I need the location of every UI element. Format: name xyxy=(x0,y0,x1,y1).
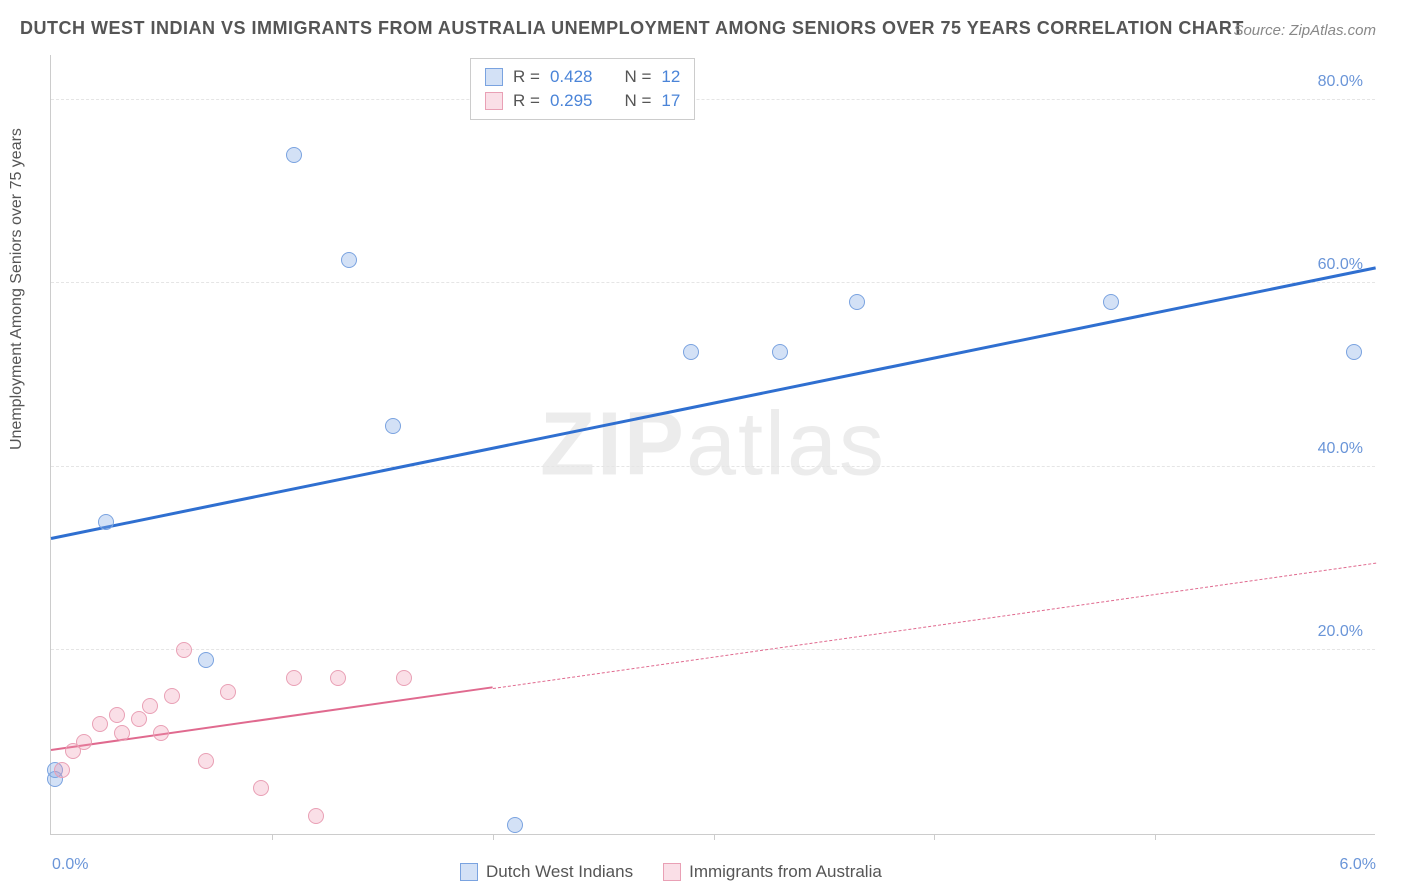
correlation-legend: R = 0.428 N = 12 R = 0.295 N = 17 xyxy=(470,58,695,120)
y-axis-label: Unemployment Among Seniors over 75 years xyxy=(8,128,26,450)
data-point xyxy=(772,344,788,360)
x-tick-label-min: 0.0% xyxy=(52,856,88,874)
data-point xyxy=(286,147,302,163)
y-tick-label: 40.0% xyxy=(1318,440,1363,458)
data-point xyxy=(1103,294,1119,310)
trend-line xyxy=(493,562,1376,688)
data-point xyxy=(114,725,130,741)
legend-row: R = 0.428 N = 12 xyxy=(485,65,680,89)
data-point xyxy=(341,252,357,268)
watermark: ZIPatlas xyxy=(540,393,886,496)
r-value: 0.295 xyxy=(550,91,593,111)
x-tick xyxy=(714,834,715,840)
data-point xyxy=(54,762,70,778)
gridline-h xyxy=(51,466,1375,467)
data-point xyxy=(220,684,236,700)
series-name: Immigrants from Australia xyxy=(689,862,882,882)
data-point xyxy=(164,688,180,704)
data-point xyxy=(198,652,214,668)
data-point xyxy=(176,642,192,658)
series-legend-item: Immigrants from Australia xyxy=(663,862,882,882)
plot-area: ZIPatlas 20.0%40.0%60.0%80.0% xyxy=(50,55,1375,835)
data-point xyxy=(253,780,269,796)
r-label: R = xyxy=(513,67,540,87)
n-value: 12 xyxy=(661,67,680,87)
watermark-bold: ZIP xyxy=(540,394,686,494)
legend-swatch xyxy=(460,863,478,881)
data-point xyxy=(153,725,169,741)
x-tick xyxy=(272,834,273,840)
r-value: 0.428 xyxy=(550,67,593,87)
x-tick xyxy=(934,834,935,840)
series-legend-item: Dutch West Indians xyxy=(460,862,633,882)
gridline-h xyxy=(51,282,1375,283)
x-tick xyxy=(493,834,494,840)
data-point xyxy=(385,418,401,434)
x-tick xyxy=(1155,834,1156,840)
y-tick-label: 80.0% xyxy=(1318,73,1363,91)
n-label: N = xyxy=(624,91,651,111)
y-tick-label: 20.0% xyxy=(1318,623,1363,641)
data-point xyxy=(507,817,523,833)
data-point xyxy=(131,711,147,727)
x-tick-label-max: 6.0% xyxy=(1340,856,1376,874)
legend-swatch xyxy=(485,68,503,86)
legend-swatch xyxy=(485,92,503,110)
data-point xyxy=(198,753,214,769)
n-value: 17 xyxy=(661,91,680,111)
gridline-h xyxy=(51,99,1375,100)
data-point xyxy=(330,670,346,686)
trend-line xyxy=(51,267,1377,541)
data-point xyxy=(683,344,699,360)
data-point xyxy=(396,670,412,686)
data-point xyxy=(92,716,108,732)
r-label: R = xyxy=(513,91,540,111)
data-point xyxy=(142,698,158,714)
watermark-rest: atlas xyxy=(686,394,886,494)
series-name: Dutch West Indians xyxy=(486,862,633,882)
data-point xyxy=(849,294,865,310)
gridline-h xyxy=(51,649,1375,650)
series-legend: Dutch West Indians Immigrants from Austra… xyxy=(460,862,882,882)
n-label: N = xyxy=(624,67,651,87)
data-point xyxy=(286,670,302,686)
source-attribution: Source: ZipAtlas.com xyxy=(1233,22,1376,39)
data-point xyxy=(1346,344,1362,360)
legend-swatch xyxy=(663,863,681,881)
data-point xyxy=(76,734,92,750)
chart-title: DUTCH WEST INDIAN VS IMMIGRANTS FROM AUS… xyxy=(20,18,1244,39)
data-point xyxy=(98,514,114,530)
legend-row: R = 0.295 N = 17 xyxy=(485,89,680,113)
data-point xyxy=(109,707,125,723)
data-point xyxy=(308,808,324,824)
